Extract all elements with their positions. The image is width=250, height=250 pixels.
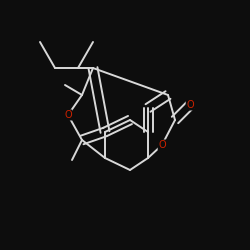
Text: O: O bbox=[186, 100, 194, 110]
Text: O: O bbox=[64, 110, 72, 120]
Text: O: O bbox=[158, 140, 166, 150]
